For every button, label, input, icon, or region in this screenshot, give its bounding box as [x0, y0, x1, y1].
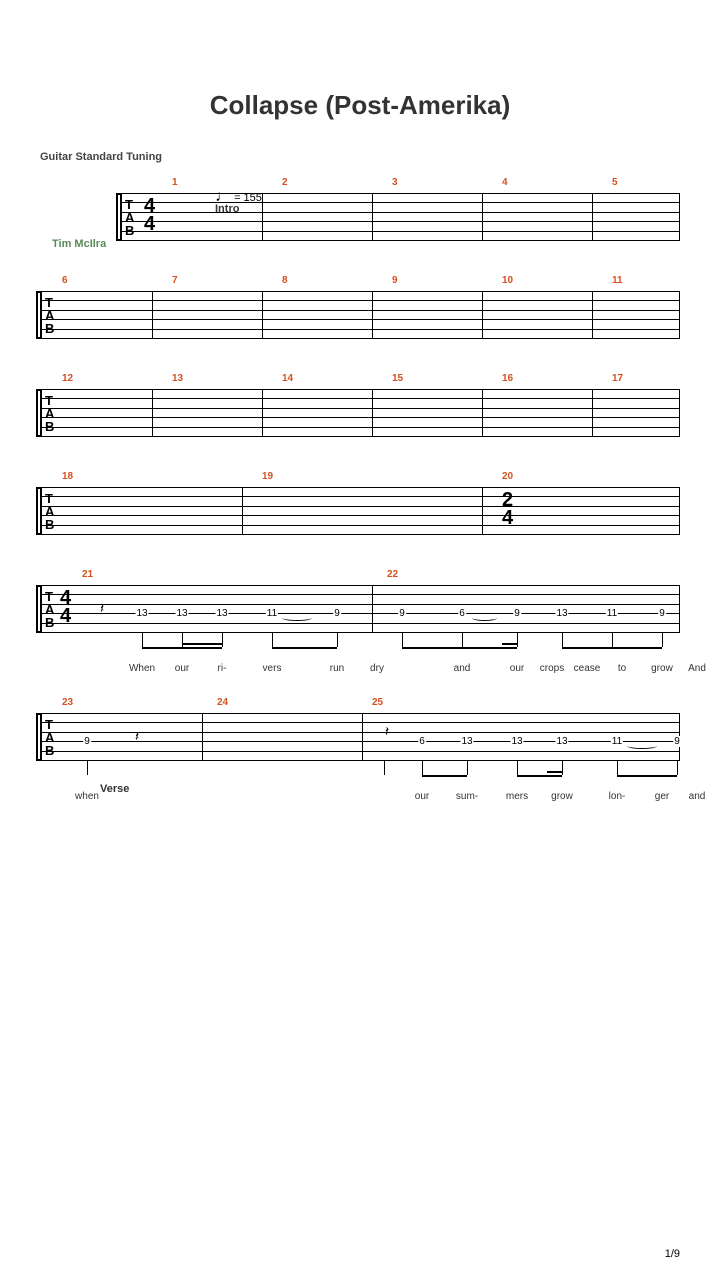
lyric: and: [689, 791, 706, 802]
fret-number: 9: [658, 608, 666, 619]
fret-number: 9: [513, 608, 521, 619]
measure-number: 1: [172, 177, 178, 188]
lyric: crops: [540, 663, 564, 674]
time-signature: 44: [144, 197, 155, 233]
fret-number: 6: [458, 608, 466, 619]
measure-number: 18: [62, 471, 73, 482]
measure-number: 7: [172, 275, 178, 286]
lyric: grow: [551, 791, 573, 802]
fret-number: 9: [333, 608, 341, 619]
lyric: our: [510, 663, 524, 674]
fret-number: 13: [215, 608, 228, 619]
fret-number: 13: [135, 608, 148, 619]
measure-number: 10: [502, 275, 513, 286]
tuning-label: Guitar Standard Tuning: [40, 151, 680, 163]
measure-number: 16: [502, 373, 513, 384]
lyric: ri-: [218, 663, 227, 674]
tab-staff: TAB4412345: [120, 193, 680, 241]
lyric: when: [75, 791, 99, 802]
time-signature: 44: [60, 589, 71, 625]
measure-number: 6: [62, 275, 68, 286]
fret-number: 13: [555, 736, 568, 747]
fret-number: 9: [673, 736, 681, 747]
tab-staff: TAB442122𝄽13131311996913119Whenourri-ver…: [40, 585, 680, 633]
measure-number: 5: [612, 177, 618, 188]
measure-number: 25: [372, 697, 383, 708]
lyric: ger: [655, 791, 669, 802]
measure-number: 13: [172, 373, 183, 384]
fret-number: 13: [460, 736, 473, 747]
measure-number: 23: [62, 697, 73, 708]
measure-number: 3: [392, 177, 398, 188]
measure-number: 19: [262, 471, 273, 482]
fret-number: 13: [175, 608, 188, 619]
lyric: our: [415, 791, 429, 802]
lyric: our: [175, 663, 189, 674]
measure-number: 4: [502, 177, 508, 188]
fret-number: 13: [510, 736, 523, 747]
measure-number: 11: [612, 275, 623, 286]
lyric: grow: [651, 663, 673, 674]
tab-staff: TAB232425𝄽𝄽96131313119whenoursum-mersgro…: [40, 713, 680, 761]
measure-number: 12: [62, 373, 73, 384]
lyric: and: [454, 663, 471, 674]
lyric: lon-: [609, 791, 626, 802]
fret-number: 9: [83, 736, 91, 747]
lyric: sum-: [456, 791, 478, 802]
time-signature: 24: [502, 491, 513, 527]
fret-number: 9: [398, 608, 406, 619]
tab-staff: TAB121314151617: [40, 389, 680, 437]
lyric: cease: [574, 663, 601, 674]
measure-number: 20: [502, 471, 513, 482]
fret-number: 11: [266, 608, 278, 619]
lyric: to: [618, 663, 626, 674]
fret-number: 13: [555, 608, 568, 619]
section-verse: Verse: [100, 783, 129, 795]
lyric: vers: [263, 663, 282, 674]
lyric: mers: [506, 791, 528, 802]
lyric: dry: [370, 663, 384, 674]
rest-icon: 𝄽: [100, 600, 104, 617]
fret-number: 11: [611, 736, 623, 747]
measure-number: 15: [392, 373, 403, 384]
measure-number: 21: [82, 569, 93, 580]
lyric: When: [129, 663, 155, 674]
tab-staff: TAB24181920: [40, 487, 680, 535]
measure-number: 17: [612, 373, 623, 384]
measure-number: 8: [282, 275, 288, 286]
measure-number: 2: [282, 177, 288, 188]
measure-number: 22: [387, 569, 398, 580]
measure-number: 14: [282, 373, 293, 384]
fret-number: 6: [418, 736, 426, 747]
tab-staff: TAB67891011: [40, 291, 680, 339]
lyric: And: [688, 663, 706, 674]
measure-number: 24: [217, 697, 228, 708]
fret-number: 11: [606, 608, 618, 619]
page-title: Collapse (Post-Amerika): [40, 90, 680, 121]
measure-number: 9: [392, 275, 398, 286]
rest-icon: 𝄽: [385, 723, 389, 740]
rest-icon: 𝄽: [135, 728, 139, 745]
page-number: 1/9: [665, 1248, 680, 1260]
lyric: run: [330, 663, 344, 674]
